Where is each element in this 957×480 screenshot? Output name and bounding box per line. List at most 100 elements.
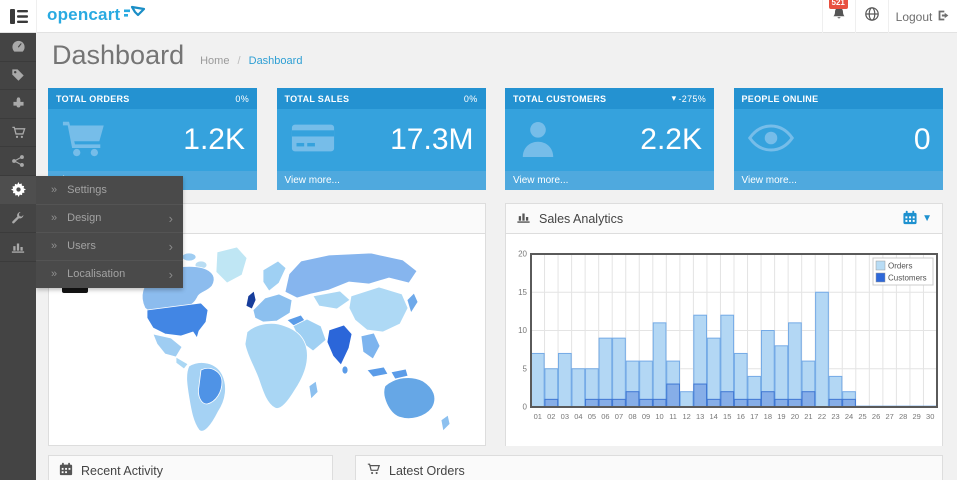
logout-label: Logout bbox=[895, 9, 933, 24]
flyout-item-design[interactable]: » Design › bbox=[36, 203, 183, 232]
stores-button[interactable] bbox=[855, 0, 888, 33]
tile-title: TOTAL CUSTOMERS bbox=[513, 93, 607, 104]
sidebar-item-sales-cart[interactable] bbox=[0, 119, 36, 148]
menu-toggle-icon[interactable] bbox=[9, 8, 29, 25]
tile-title: TOTAL SALES bbox=[284, 93, 350, 104]
latest-orders-title: Latest Orders bbox=[389, 463, 465, 478]
caret-down-icon: ▾ bbox=[671, 93, 677, 103]
svg-text:05: 05 bbox=[588, 412, 596, 421]
sidebar bbox=[0, 33, 36, 480]
svg-text:20: 20 bbox=[518, 250, 527, 259]
tools-wrench-icon bbox=[11, 211, 25, 225]
view-more-link[interactable]: View more... bbox=[276, 171, 486, 190]
extensions-puzzle-icon bbox=[11, 96, 26, 111]
breadcrumb: Home / Dashboard bbox=[200, 55, 302, 67]
double-chevron-icon: » bbox=[51, 240, 58, 252]
tile-change: 0% bbox=[463, 93, 478, 104]
eye-icon bbox=[747, 121, 795, 160]
svg-text:21: 21 bbox=[804, 412, 812, 421]
double-chevron-icon: » bbox=[51, 183, 58, 196]
tile-change: 0% bbox=[235, 93, 249, 104]
breadcrumb-separator: / bbox=[237, 55, 241, 67]
bell-icon bbox=[831, 7, 847, 26]
sales-cart-icon bbox=[11, 125, 26, 140]
world-map-svg bbox=[110, 246, 451, 432]
tile-body: 2.2K bbox=[505, 109, 714, 171]
svg-text:25: 25 bbox=[858, 412, 866, 421]
sidebar-item-catalog-tag[interactable] bbox=[0, 62, 36, 91]
tile-value: 2.2K bbox=[640, 123, 702, 156]
sales-analytics-title: Sales Analytics bbox=[539, 211, 624, 226]
globe-icon bbox=[864, 6, 880, 27]
sidebar-item-tools-wrench[interactable] bbox=[0, 205, 36, 234]
logo-text: opencart bbox=[47, 5, 121, 24]
map-tooltip bbox=[62, 283, 88, 293]
dashboard-icon bbox=[11, 39, 26, 54]
sidebar-item-marketing-share[interactable] bbox=[0, 147, 36, 176]
system-gear-icon bbox=[10, 182, 26, 198]
flyout-item-label: Settings bbox=[67, 183, 107, 196]
svg-text:09: 09 bbox=[642, 412, 650, 421]
svg-text:01: 01 bbox=[534, 412, 542, 421]
svg-text:0: 0 bbox=[523, 403, 528, 412]
tile-people-online: PEOPLE ONLINE 0 View more... bbox=[733, 88, 943, 190]
sidebar-item-reports-chart[interactable] bbox=[0, 233, 36, 262]
flyout-item-users[interactable]: » Users › bbox=[36, 231, 183, 260]
sales-analytics-chart: 0 5 10 15 20 01 02 03 04 05 06 07 08 09 10 11 12 13 14 15 16… bbox=[506, 234, 942, 446]
tile-header: TOTAL ORDERS 0% bbox=[48, 88, 257, 109]
sidebar-item-system-gear[interactable] bbox=[0, 175, 36, 205]
svg-text:23: 23 bbox=[831, 412, 839, 421]
tile-change: ▾ -275% bbox=[671, 93, 706, 104]
double-chevron-icon: » bbox=[51, 212, 58, 224]
tile-body: 0 bbox=[733, 109, 943, 171]
logout-button[interactable]: Logout bbox=[893, 0, 953, 33]
svg-text:30: 30 bbox=[926, 412, 934, 421]
caret-down-icon: ▼ bbox=[922, 213, 932, 224]
svg-text:16: 16 bbox=[737, 412, 745, 421]
bar-chart-icon bbox=[516, 210, 531, 227]
sidebar-item-dashboard[interactable] bbox=[0, 33, 36, 62]
recent-activity-header: Recent Activity bbox=[49, 456, 332, 480]
opencart-logo[interactable]: opencart bbox=[47, 5, 146, 25]
svg-text:11: 11 bbox=[669, 412, 677, 421]
svg-text:15: 15 bbox=[518, 288, 527, 297]
svg-text:28: 28 bbox=[899, 412, 907, 421]
sidebar-item-extensions-puzzle[interactable] bbox=[0, 90, 36, 119]
notifications-button[interactable]: 521 bbox=[822, 0, 855, 33]
credit-card-icon bbox=[290, 120, 336, 161]
svg-text:12: 12 bbox=[682, 412, 690, 421]
svg-text:Customers: Customers bbox=[888, 274, 927, 283]
svg-text:Orders: Orders bbox=[888, 262, 912, 271]
view-more-link[interactable]: View more... bbox=[505, 171, 714, 190]
shopping-cart-icon bbox=[366, 462, 381, 479]
tile-header: TOTAL SALES 0% bbox=[276, 88, 486, 109]
svg-text:15: 15 bbox=[723, 412, 731, 421]
svg-text:04: 04 bbox=[574, 412, 582, 421]
calendar-icon bbox=[59, 462, 73, 479]
date-range-dropdown[interactable]: ▼ bbox=[902, 210, 932, 228]
svg-text:24: 24 bbox=[845, 412, 853, 421]
catalog-tag-icon bbox=[11, 68, 25, 82]
svg-text:10: 10 bbox=[655, 412, 663, 421]
view-more-link[interactable]: View more... bbox=[733, 171, 943, 190]
svg-text:19: 19 bbox=[777, 412, 785, 421]
marketing-share-icon bbox=[11, 154, 25, 168]
shopping-cart-icon bbox=[61, 118, 107, 163]
page-title: Dashboard bbox=[52, 40, 185, 70]
svg-text:22: 22 bbox=[818, 412, 826, 421]
svg-text:13: 13 bbox=[696, 412, 704, 421]
breadcrumb-home[interactable]: Home bbox=[200, 55, 230, 67]
svg-text:26: 26 bbox=[872, 412, 880, 421]
tile-value: 0 bbox=[913, 123, 931, 156]
flyout-item-localisation[interactable]: » Localisation › bbox=[36, 259, 183, 288]
flyout-item-label: Localisation bbox=[67, 268, 126, 280]
tile-value: 17.3M bbox=[390, 123, 474, 156]
navbar-divider bbox=[36, 0, 37, 33]
flyout-item-label: Users bbox=[67, 240, 96, 252]
navbar-divider bbox=[855, 0, 856, 33]
breadcrumb-current[interactable]: Dashboard bbox=[248, 55, 303, 67]
tile-header: TOTAL CUSTOMERS ▾ -275% bbox=[505, 88, 714, 109]
calendar-icon bbox=[902, 210, 918, 228]
user-icon bbox=[518, 119, 558, 162]
flyout-item-settings[interactable]: » Settings bbox=[36, 176, 183, 204]
